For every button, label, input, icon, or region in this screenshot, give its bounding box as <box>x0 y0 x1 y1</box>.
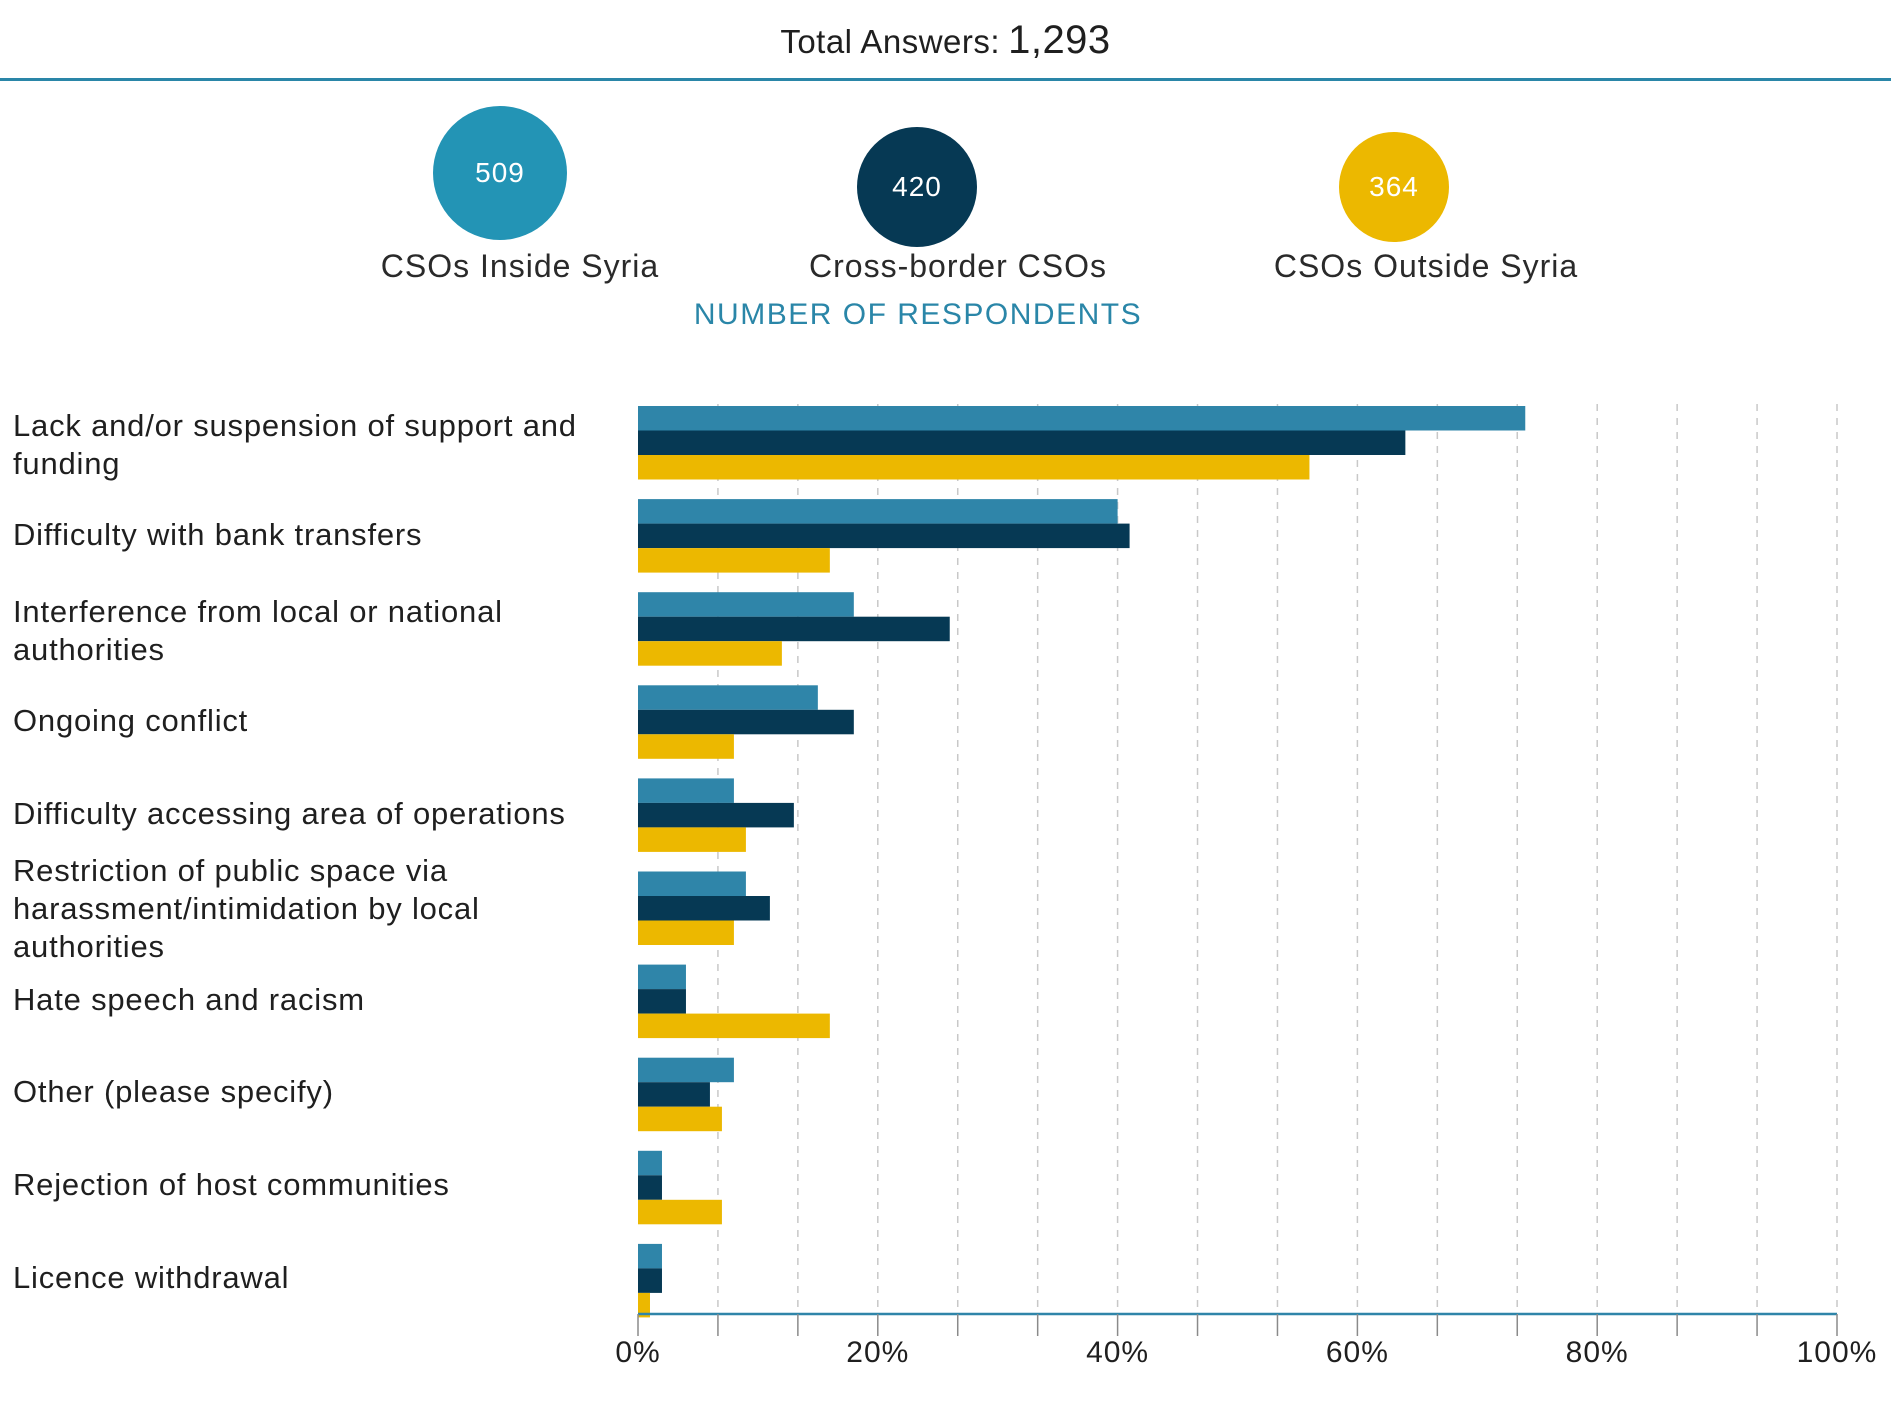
bubble-inside-syria: 509 <box>433 106 567 240</box>
total-answers-value: 1,293 <box>1008 18 1111 62</box>
category-label: Rejection of host communities <box>13 1167 450 1202</box>
bar <box>638 1243 662 1269</box>
category-label: Interference from local or national auth… <box>13 594 503 667</box>
header-divider <box>0 78 1891 81</box>
bar <box>638 778 734 803</box>
bar <box>638 616 950 642</box>
group-label-inside-syria: CSOs Inside Syria <box>380 248 660 284</box>
bar <box>638 964 686 990</box>
bar <box>638 871 746 896</box>
category-label: Difficulty with bank transfers <box>13 517 423 552</box>
bar <box>638 1106 722 1132</box>
bar <box>638 592 854 617</box>
category-label: Lack and/or suspension of support and fu… <box>13 408 577 481</box>
bar <box>638 641 782 666</box>
bubble-inside-syria-count: 509 <box>475 157 525 188</box>
bar <box>638 523 1130 549</box>
bar <box>638 920 734 945</box>
category-label: Licence withdrawal <box>13 1260 290 1295</box>
tick-label: 60% <box>1326 1336 1389 1369</box>
category-label: Other (please specify) <box>13 1074 334 1109</box>
group-label-cross-border: Cross-border CSOs <box>809 248 1107 284</box>
bar <box>638 1199 722 1225</box>
tick-label: 80% <box>1566 1336 1629 1369</box>
category-label: Hate speech and racism <box>13 982 365 1017</box>
bar <box>638 802 794 828</box>
chart-subtitle: NUMBER OF RESPONDENTS <box>693 298 1143 331</box>
bubble-outside-syria: 364 <box>1339 132 1449 242</box>
category-label: Restriction of public space via harassme… <box>13 853 480 964</box>
bar <box>638 685 818 710</box>
bar <box>638 1057 734 1083</box>
bar <box>638 499 1118 524</box>
bar <box>638 1292 650 1318</box>
group-label-outside-syria: CSOs Outside Syria <box>1273 248 1579 284</box>
tick-label: 40% <box>1086 1336 1149 1369</box>
category-label: Ongoing conflict <box>13 703 249 738</box>
bar <box>638 1268 662 1293</box>
tick-label: 20% <box>846 1336 909 1369</box>
tick-label: 100% <box>1797 1336 1878 1369</box>
bar <box>638 896 770 921</box>
bar <box>638 1082 710 1107</box>
bar <box>638 1013 830 1039</box>
bar <box>638 1175 662 1200</box>
bubble-outside-syria-count: 364 <box>1369 171 1419 202</box>
bar <box>638 1150 662 1176</box>
tick-label: 0% <box>615 1336 660 1369</box>
bar <box>638 455 1310 480</box>
bar <box>638 734 734 759</box>
bar <box>638 406 1526 431</box>
bubble-cross-border-count: 420 <box>892 171 942 202</box>
category-label: Difficulty accessing area of operations <box>13 796 566 831</box>
bar <box>638 430 1406 455</box>
bar <box>638 827 746 852</box>
total-answers: Total Answers: 1,293 <box>0 18 1891 63</box>
bar <box>638 548 830 573</box>
total-answers-label: Total Answers: <box>780 23 1001 60</box>
bar <box>638 989 686 1014</box>
bubble-cross-border: 420 <box>857 127 977 247</box>
bar <box>638 709 854 735</box>
